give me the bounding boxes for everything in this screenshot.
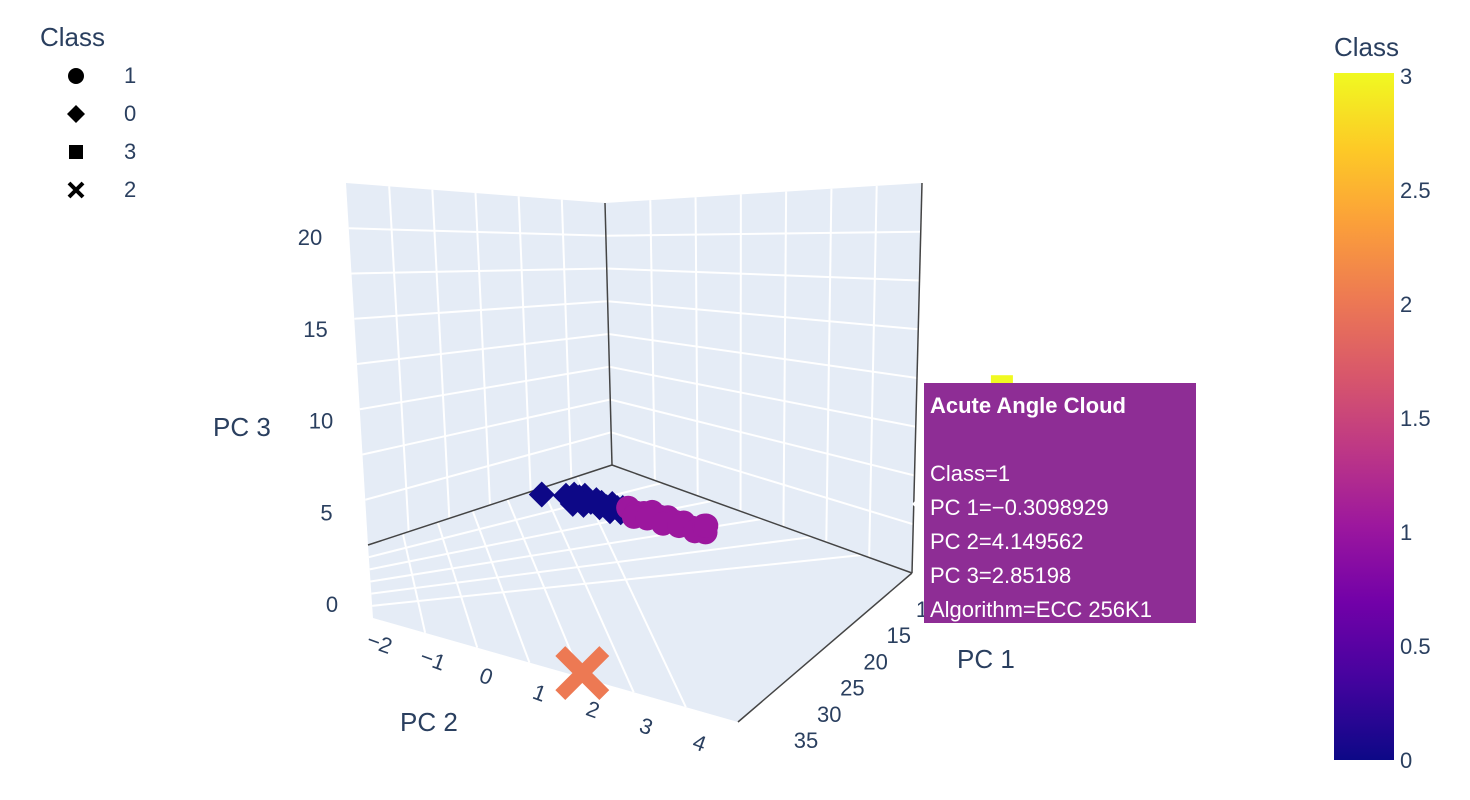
tooltip-pc2: PC 2=4.149562 xyxy=(930,529,1084,554)
colorbar-tick: 0.5 xyxy=(1400,634,1431,659)
tick-label: 20 xyxy=(863,649,887,674)
data-marks xyxy=(528,375,1013,701)
hover-tooltip: Acute Angle Cloud Class=1 PC 1=−0.309892… xyxy=(924,383,1196,623)
tick-label: −2 xyxy=(363,627,395,659)
tooltip-pc1: PC 1=−0.3098929 xyxy=(930,495,1109,520)
y-axis-title: PC 2 xyxy=(400,707,458,737)
back-wall-right xyxy=(605,183,922,573)
tick-label: 1 xyxy=(530,679,550,707)
tooltip-title: Acute Angle Cloud xyxy=(930,393,1126,418)
point-class-1 xyxy=(694,513,719,538)
tick-label: 3 xyxy=(636,712,656,740)
point-class-2 xyxy=(555,646,610,701)
legend-title: Class xyxy=(40,22,106,52)
legend-item-3[interactable]: 3 xyxy=(62,137,136,167)
legend-item-0[interactable]: 0 xyxy=(62,99,136,129)
legend-label: 3 xyxy=(124,139,137,164)
legend-item-2[interactable]: 2 xyxy=(62,175,136,205)
x-icon xyxy=(62,175,90,205)
tick-label: 30 xyxy=(817,702,841,727)
colorbar-tick: 3 xyxy=(1400,64,1413,89)
tick-label: −1 xyxy=(417,644,449,676)
z-axis-title: PC 3 xyxy=(213,412,271,442)
legend-item-1[interactable]: 1 xyxy=(62,61,136,91)
tooltip-pc3: PC 3=2.85198 xyxy=(930,563,1072,588)
colorbar-title: Class xyxy=(1334,32,1400,62)
tick-label: 25 xyxy=(840,676,864,701)
colorbar xyxy=(1334,73,1394,760)
tick-label: 15 xyxy=(303,317,327,342)
colorbar-tick: 1 xyxy=(1400,520,1413,545)
vertical-edge-axis xyxy=(604,202,613,466)
tooltip-class: Class=1 xyxy=(930,461,1011,486)
diamond-icon xyxy=(62,99,90,129)
tooltip-pointer xyxy=(912,492,924,516)
x-axis-title: PC 1 xyxy=(957,644,1015,674)
circle-icon xyxy=(62,61,90,91)
grid-line xyxy=(436,521,479,649)
tick-label: 4 xyxy=(690,729,710,757)
colorbar-tick: 0 xyxy=(1400,748,1413,773)
pc1-axis-line xyxy=(737,572,913,723)
grid-line xyxy=(401,533,427,634)
tick-label: 10 xyxy=(309,409,333,434)
pc2-axis-line xyxy=(367,464,613,546)
tick-label: 0 xyxy=(326,592,338,617)
legend-label: 1 xyxy=(124,63,137,88)
colorbar-tick: 2.5 xyxy=(1400,178,1431,203)
legend-label: 2 xyxy=(124,177,137,202)
tick-label: 35 xyxy=(794,728,818,753)
tick-label: 15 xyxy=(887,623,911,648)
grid-line xyxy=(371,536,813,595)
legend-label: 0 xyxy=(124,101,137,126)
colorbar-tick: 2 xyxy=(1400,292,1413,317)
tick-label: 20 xyxy=(298,225,322,250)
tick-label: 2 xyxy=(583,696,603,724)
tick-label: 5 xyxy=(320,500,332,525)
point-class-0 xyxy=(570,491,597,518)
grid-line xyxy=(541,487,635,693)
grid-line xyxy=(471,510,531,663)
tooltip-algorithm: Algorithm=ECC 256K1 xyxy=(930,597,1152,622)
point-class-0 xyxy=(528,481,555,508)
colorbar-tick: 1.5 xyxy=(1400,406,1431,431)
square-icon xyxy=(62,137,90,167)
tick-label: 0 xyxy=(476,662,496,690)
tooltip-spacer xyxy=(930,423,1196,457)
floor-back-axis xyxy=(611,464,913,574)
back-wall-left xyxy=(346,183,612,545)
grid-line xyxy=(372,554,863,607)
floor-plane xyxy=(368,465,912,722)
